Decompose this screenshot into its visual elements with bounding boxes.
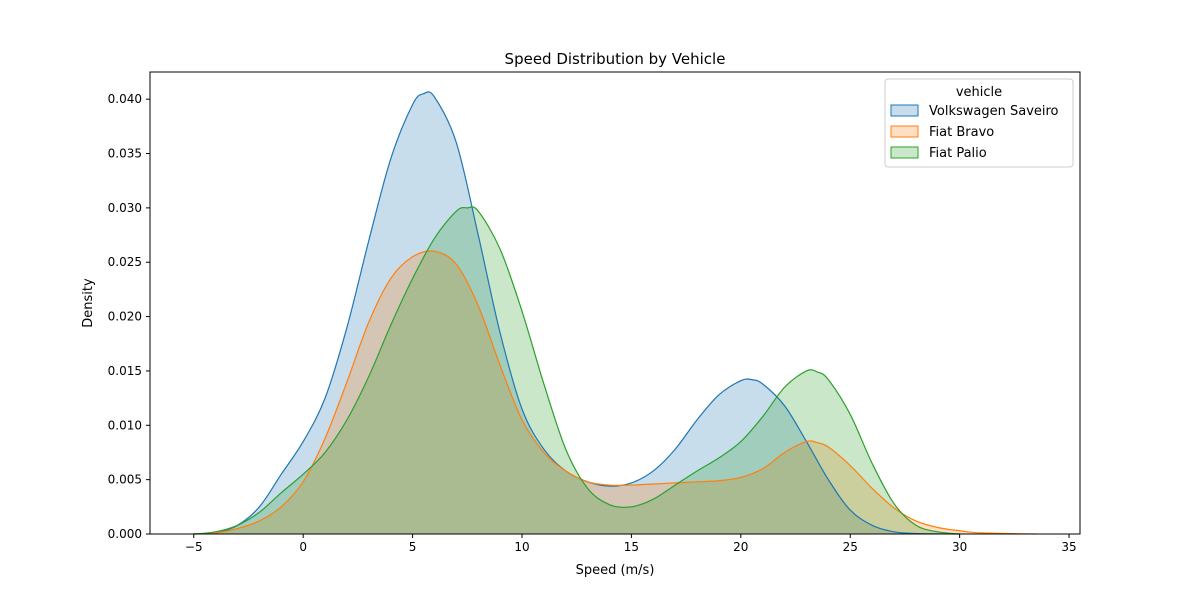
y-tick-label: 0.035 bbox=[108, 147, 142, 161]
y-tick-label: 0.005 bbox=[108, 473, 142, 487]
density-area-fiat-palio bbox=[193, 206, 960, 534]
x-tick-label: 15 bbox=[624, 540, 639, 554]
x-tick-label: 20 bbox=[733, 540, 748, 554]
density-lines bbox=[193, 91, 1037, 535]
density-line-fiat-palio bbox=[193, 206, 960, 535]
x-tick-label: 25 bbox=[843, 540, 858, 554]
legend-title: vehicle bbox=[956, 85, 1002, 100]
x-axis-label: Speed (m/s) bbox=[576, 563, 655, 578]
density-area-volkswagen-saveiro bbox=[193, 91, 960, 535]
density-area-fiat-bravo bbox=[193, 251, 1037, 534]
legend-swatch-fiat-bravo bbox=[890, 125, 919, 138]
chart-title: Speed Distribution by Vehicle bbox=[505, 50, 726, 68]
y-tick-label: 0.025 bbox=[108, 255, 142, 269]
legend-frame bbox=[884, 78, 1074, 168]
density-line-volkswagen-saveiro bbox=[193, 91, 960, 535]
legend-label-fiat-palio: Fiat Palio bbox=[929, 146, 987, 161]
y-axis-label: Density bbox=[81, 278, 96, 328]
x-tick-label: 35 bbox=[1061, 540, 1076, 554]
x-tick-label: 0 bbox=[299, 540, 307, 554]
x-tick-label: −5 bbox=[185, 540, 203, 554]
x-tick-label: 5 bbox=[409, 540, 417, 554]
y-tick-label: 0.000 bbox=[108, 527, 142, 541]
x-tick-label: 30 bbox=[952, 540, 967, 554]
density-areas bbox=[193, 91, 1037, 535]
legend-label-volkswagen-saveiro: Volkswagen Saveiro bbox=[929, 104, 1059, 119]
y-tick-label: 0.020 bbox=[108, 310, 142, 324]
legend-swatch-volkswagen-saveiro bbox=[890, 104, 919, 117]
legend-swatch-fiat-palio bbox=[890, 146, 919, 159]
legend-label-fiat-bravo: Fiat Bravo bbox=[929, 125, 994, 140]
y-tick-label: 0.015 bbox=[108, 364, 142, 378]
y-tick-label: 0.010 bbox=[108, 418, 142, 432]
density-line-fiat-bravo bbox=[193, 250, 1037, 535]
x-tick-label: 10 bbox=[514, 540, 529, 554]
y-tick-label: 0.030 bbox=[108, 201, 142, 215]
legend-items: Volkswagen Saveiro Fiat Bravo Fiat Palio bbox=[890, 104, 1059, 161]
legend: vehicle Volkswagen Saveiro Fiat Bravo Fiat… bbox=[884, 78, 1074, 168]
x-axis: −5 0 5 10 15 20 25 30 35 bbox=[185, 534, 1077, 554]
y-tick-label: 0.040 bbox=[108, 92, 142, 106]
plot-frame bbox=[149, 71, 1081, 535]
y-axis: 0.000 0.005 0.010 0.015 0.020 0.025 0.030 0.035… bbox=[108, 92, 150, 541]
